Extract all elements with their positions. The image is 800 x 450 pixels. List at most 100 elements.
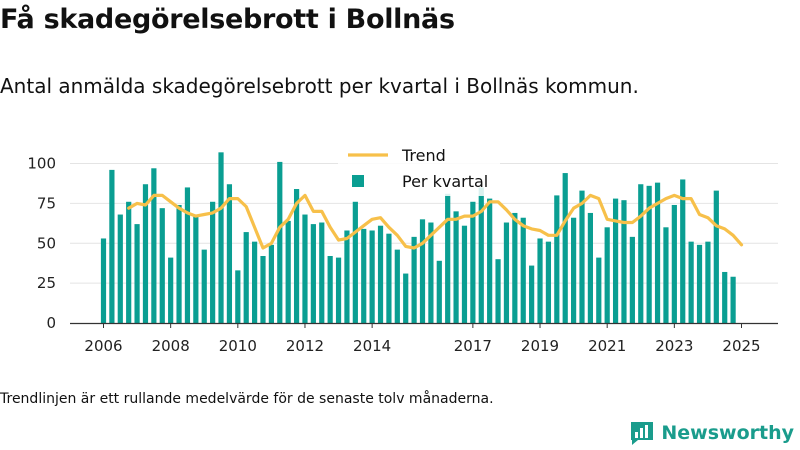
- bar: [193, 216, 199, 323]
- bar: [352, 201, 358, 323]
- bar: [487, 198, 493, 323]
- bar: [134, 224, 140, 323]
- bar: [663, 227, 669, 323]
- axes: 0 25 50 75 100 2006 2008 2010 2012 2014 2017 2019 20…: [27, 155, 778, 355]
- brand-logo: Newsworthy: [629, 420, 794, 446]
- bar: [604, 227, 610, 323]
- bar: [168, 257, 174, 323]
- page-title: Få skadegörelsebrott i Bollnäs: [0, 4, 455, 35]
- bar: [184, 187, 191, 323]
- bar: [411, 236, 417, 323]
- bar: [512, 212, 518, 323]
- bar: [545, 241, 552, 323]
- bar: [520, 217, 526, 323]
- bar: [495, 259, 501, 323]
- bar: [235, 270, 241, 323]
- trend-series: [127, 193, 744, 250]
- bar: [554, 195, 560, 323]
- bar: [629, 236, 635, 323]
- x-tick-label: 2008: [152, 337, 190, 355]
- bar: [722, 271, 728, 323]
- bar: [159, 208, 165, 323]
- y-tick-label: 100: [27, 155, 56, 173]
- bar: [621, 200, 627, 323]
- brand-name: Newsworthy: [661, 422, 794, 444]
- bar: [142, 184, 149, 323]
- bar: [579, 190, 585, 323]
- bar: [537, 238, 543, 323]
- bar: [285, 220, 291, 323]
- newsworthy-logo-icon: [631, 422, 654, 445]
- bar: [612, 198, 619, 323]
- footnote: Trendlinjen är ett rullande medelvärde f…: [0, 391, 494, 407]
- bar: [201, 249, 207, 323]
- bar-series: [100, 152, 736, 323]
- bar: [403, 273, 409, 323]
- bar: [436, 260, 442, 323]
- bar: [151, 168, 157, 323]
- bar: [654, 182, 661, 323]
- bar: [210, 201, 216, 323]
- bar: [529, 265, 535, 323]
- x-tick-label: 2023: [655, 337, 693, 355]
- bar: [587, 212, 593, 323]
- bar: [386, 233, 392, 323]
- chart: 0 25 50 75 100 2006 2008 2010 2012 2014 2017 2019 20…: [27, 140, 778, 355]
- bar: [445, 193, 451, 323]
- bar: [730, 276, 736, 323]
- bar: [100, 238, 107, 323]
- bar: [503, 222, 510, 323]
- bar: [109, 169, 115, 323]
- legend-background: [338, 140, 500, 196]
- bar: [696, 244, 703, 323]
- bar: [117, 214, 123, 323]
- bar: [478, 187, 484, 323]
- x-tick-label: 2012: [286, 337, 324, 355]
- bar: [705, 241, 711, 323]
- bar: [596, 257, 602, 323]
- bar: [218, 152, 224, 323]
- y-tick-label: 75: [37, 194, 56, 212]
- legend-label-bars: Per kvartal: [402, 172, 488, 191]
- bar: [252, 241, 258, 323]
- bar: [126, 201, 132, 323]
- bar: [377, 225, 384, 323]
- bar: [453, 211, 459, 323]
- bar: [369, 230, 375, 323]
- x-tick-label: 2021: [588, 337, 626, 355]
- bar: [344, 230, 350, 323]
- bar: [671, 204, 677, 323]
- x-tick-label: 2006: [84, 337, 122, 355]
- bar: [260, 256, 266, 323]
- bar: [243, 232, 249, 323]
- bar: [562, 173, 568, 323]
- bar: [277, 161, 283, 323]
- bar: [394, 249, 400, 323]
- bar: [302, 214, 308, 323]
- bar: [293, 189, 300, 323]
- bar: [646, 185, 652, 323]
- x-tick-label: 2014: [353, 337, 391, 355]
- bar: [319, 222, 325, 323]
- y-tick-label: 25: [37, 274, 56, 292]
- bar: [268, 244, 274, 323]
- trend-line: [127, 193, 744, 250]
- bar: [327, 256, 333, 323]
- bar: [571, 217, 577, 323]
- bar: [361, 228, 367, 323]
- bar: [680, 179, 686, 323]
- x-tick-label: 2025: [722, 337, 760, 355]
- page-subtitle: Antal anmälda skadegörelsebrott per kvar…: [0, 74, 639, 98]
- bar: [310, 224, 316, 323]
- legend-swatch-bars: [352, 175, 364, 187]
- y-tick-label: 50: [37, 234, 56, 252]
- bar: [335, 257, 342, 323]
- x-tick-label: 2010: [219, 337, 257, 355]
- legend-label-trend: Trend: [401, 146, 446, 165]
- bar: [470, 201, 476, 323]
- y-tick-label: 0: [46, 314, 56, 332]
- bar: [419, 219, 426, 323]
- x-tick-label: 2019: [521, 337, 559, 355]
- bar: [176, 204, 182, 323]
- legend: Trend Per kvartal: [338, 140, 500, 196]
